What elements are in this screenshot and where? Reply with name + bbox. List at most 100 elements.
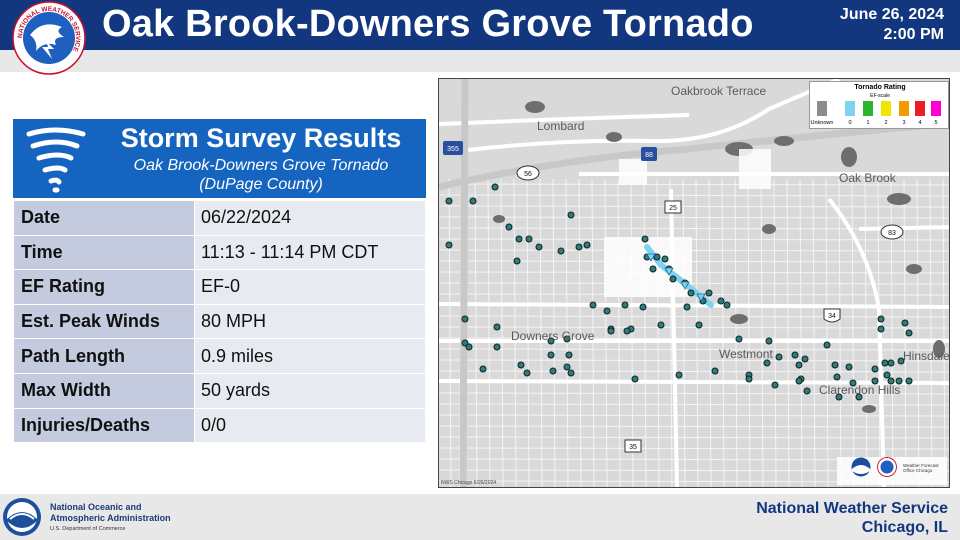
map-credit: NWS Chicago 6/26/2024: [441, 480, 497, 486]
damage-point[interactable]: [653, 253, 661, 261]
place-clarendon-hills: Clarendon Hills: [819, 383, 901, 397]
damage-point[interactable]: [763, 359, 771, 367]
damage-point[interactable]: [641, 235, 649, 243]
damage-point[interactable]: [871, 377, 879, 385]
row-value: 80 MPH: [194, 303, 426, 340]
damage-point[interactable]: [491, 183, 499, 191]
survey-card-header: Storm Survey Results Oak Brook-Downers G…: [13, 119, 426, 198]
damage-point[interactable]: [683, 303, 691, 311]
damage-point[interactable]: [513, 257, 521, 265]
damage-point[interactable]: [461, 315, 469, 323]
issue-datetime: June 26, 2024 2:00 PM: [840, 5, 944, 45]
damage-point[interactable]: [835, 393, 843, 401]
damage-point[interactable]: [583, 241, 591, 249]
track-marker[interactable]: [680, 281, 690, 290]
damage-point[interactable]: [745, 375, 753, 383]
track-marker[interactable]: [696, 293, 706, 302]
damage-point[interactable]: [575, 243, 583, 251]
damage-point[interactable]: [901, 319, 909, 327]
damage-point[interactable]: [565, 351, 573, 359]
damage-point[interactable]: [791, 351, 799, 359]
damage-point[interactable]: [445, 197, 453, 205]
legend-label: Unknown: [810, 120, 834, 126]
damage-point[interactable]: [831, 361, 839, 369]
table-row: Est. Peak Winds 80 MPH: [13, 303, 426, 340]
damage-point[interactable]: [547, 351, 555, 359]
damage-point[interactable]: [461, 339, 469, 347]
damage-point[interactable]: [717, 297, 725, 305]
damage-point[interactable]: [801, 355, 809, 363]
damage-point[interactable]: [775, 353, 783, 361]
damage-point[interactable]: [589, 301, 597, 309]
track-marker[interactable]: [664, 267, 674, 276]
damage-point[interactable]: [855, 393, 863, 401]
damage-point[interactable]: [905, 329, 913, 337]
damage-point[interactable]: [649, 265, 657, 273]
svg-text:25: 25: [669, 205, 677, 212]
damage-point[interactable]: [803, 387, 811, 395]
damage-point[interactable]: [493, 343, 501, 351]
damage-point[interactable]: [877, 325, 885, 333]
track-marker[interactable]: [646, 253, 656, 262]
damage-point[interactable]: [523, 369, 531, 377]
damage-point[interactable]: [557, 247, 565, 255]
damage-point[interactable]: [567, 211, 575, 219]
damage-point[interactable]: [535, 243, 543, 251]
damage-point[interactable]: [845, 363, 853, 371]
damage-point[interactable]: [479, 365, 487, 373]
damage-point[interactable]: [621, 301, 629, 309]
damage-point[interactable]: [765, 337, 773, 345]
damage-point[interactable]: [905, 377, 913, 385]
office-line1: National Weather Service: [756, 500, 948, 517]
damage-point[interactable]: [525, 235, 533, 243]
damage-point[interactable]: [563, 335, 571, 343]
damage-point[interactable]: [567, 369, 575, 377]
damage-point[interactable]: [639, 303, 647, 311]
damage-point[interactable]: [687, 289, 695, 297]
damage-map[interactable]: 355 88 56 25 83 34: [438, 78, 950, 488]
damage-point[interactable]: [871, 365, 879, 373]
damage-point[interactable]: [883, 371, 891, 379]
survey-subtitle-line2: (DuPage County): [199, 176, 323, 193]
damage-point[interactable]: [895, 377, 903, 385]
damage-point[interactable]: [603, 307, 611, 315]
damage-point[interactable]: [493, 323, 501, 331]
damage-point[interactable]: [735, 335, 743, 343]
damage-point[interactable]: [771, 381, 779, 389]
damage-point[interactable]: [795, 377, 803, 385]
damage-point[interactable]: [711, 367, 719, 375]
damage-point[interactable]: [881, 359, 889, 367]
damage-point[interactable]: [823, 341, 831, 349]
damage-point[interactable]: [877, 315, 885, 323]
damage-point[interactable]: [517, 361, 525, 369]
damage-point[interactable]: [849, 379, 857, 387]
office-line2: Chicago, IL: [861, 519, 948, 536]
damage-point[interactable]: [515, 235, 523, 243]
damage-point[interactable]: [445, 241, 453, 249]
damage-point[interactable]: [469, 197, 477, 205]
legend-label: 2: [884, 120, 888, 126]
damage-point[interactable]: [833, 373, 841, 381]
damage-point[interactable]: [887, 359, 895, 367]
row-value: 0.9 miles: [194, 338, 426, 374]
damage-point[interactable]: [505, 223, 513, 231]
nws-logo-icon: NATIONAL WEATHER SERVICE: [12, 1, 86, 75]
damage-point[interactable]: [547, 337, 555, 345]
damage-point[interactable]: [897, 357, 905, 365]
damage-point[interactable]: [661, 255, 669, 263]
damage-point[interactable]: [887, 377, 895, 385]
damage-point[interactable]: [631, 375, 639, 383]
damage-point[interactable]: [563, 363, 571, 371]
row-label: EF Rating: [13, 269, 195, 305]
damage-point[interactable]: [795, 361, 803, 369]
damage-point[interactable]: [705, 289, 713, 297]
damage-point[interactable]: [695, 321, 703, 329]
damage-point[interactable]: [607, 327, 615, 335]
damage-point[interactable]: [669, 275, 677, 283]
damage-point[interactable]: [465, 343, 473, 351]
damage-point[interactable]: [657, 321, 665, 329]
damage-point[interactable]: [723, 301, 731, 309]
damage-point[interactable]: [623, 327, 631, 335]
damage-point[interactable]: [549, 367, 557, 375]
damage-point[interactable]: [675, 371, 683, 379]
